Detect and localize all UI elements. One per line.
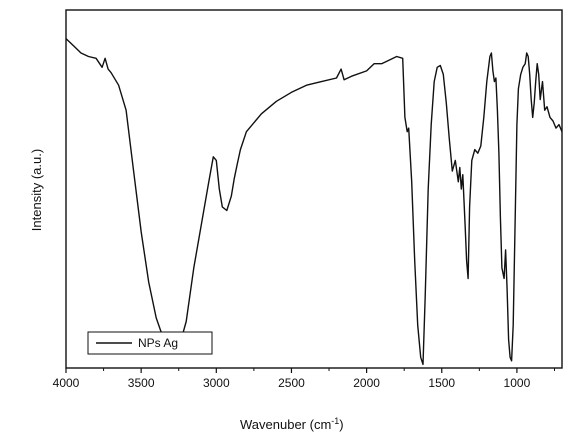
x-tick-label: 1000 xyxy=(504,376,531,390)
x-tick-label: 3000 xyxy=(203,376,230,390)
x-axis-title: Wavenuber (cm-1) xyxy=(240,416,344,432)
x-axis-title-main: Wavenuber (cm xyxy=(240,417,331,432)
x-tick-label: 1500 xyxy=(428,376,455,390)
x-axis-title-superscript: -1 xyxy=(331,416,339,426)
x-tick-label: 3500 xyxy=(128,376,155,390)
legend: NPs Ag xyxy=(87,331,213,355)
x-tick-label: 2000 xyxy=(353,376,380,390)
y-axis-title: Intensity (a.u.) xyxy=(29,149,44,231)
x-axis-ticks: 4000 3500 3000 2500 2000 1500 1000 xyxy=(53,368,555,390)
x-axis-title-close: ) xyxy=(339,417,343,432)
legend-box xyxy=(87,331,213,355)
plot-frame xyxy=(65,9,563,369)
x-tick-label: 4000 xyxy=(53,376,80,390)
x-tick-label: 2500 xyxy=(278,376,305,390)
legend-label: NPs Ag xyxy=(138,336,178,350)
series-line-nps-ag xyxy=(65,38,563,366)
